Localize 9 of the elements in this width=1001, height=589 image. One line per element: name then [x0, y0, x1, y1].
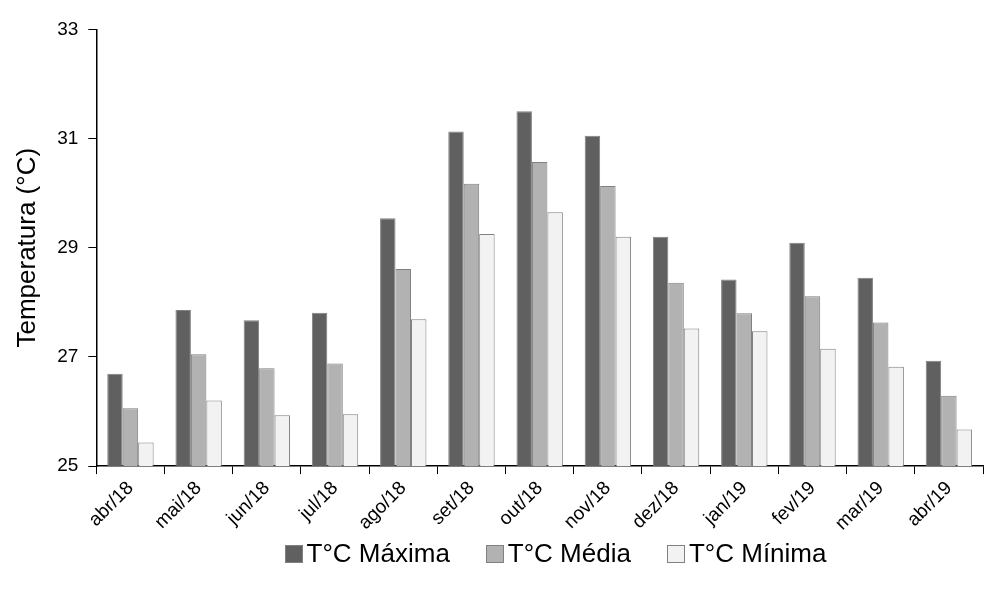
legend-label: T°C Média [507, 538, 631, 569]
y-axis-title: Temperatura (°C) [10, 147, 41, 348]
legend-label: T°C Mínima [688, 538, 827, 569]
y-tick-label: 31 [57, 126, 79, 148]
y-tick-label: 25 [57, 454, 79, 476]
y-tick-label: 27 [57, 345, 79, 367]
y-tick-label: 33 [57, 17, 79, 39]
y-tick-label: 29 [57, 235, 79, 257]
legend-label: T°C Máxima [306, 538, 450, 569]
